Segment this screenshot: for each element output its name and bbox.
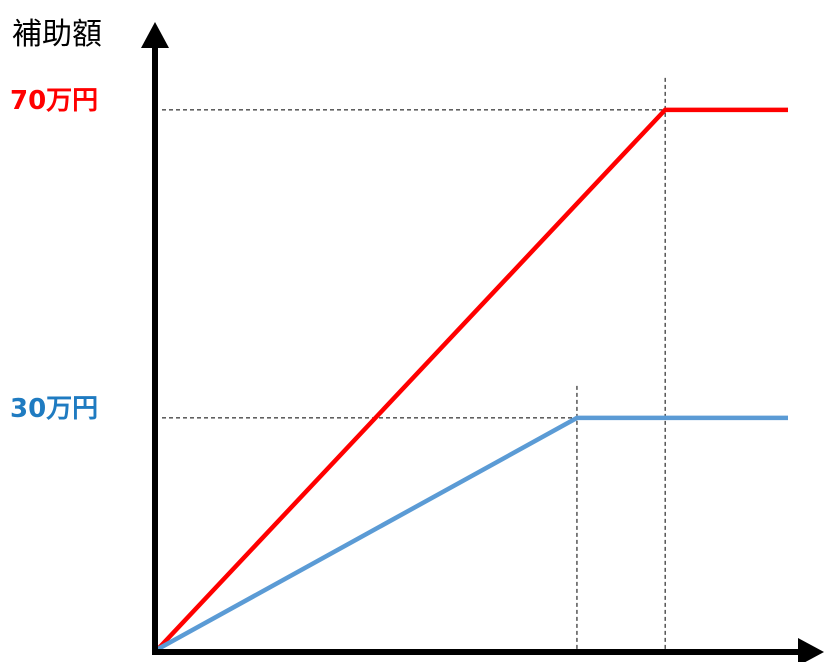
guide-lines (162, 77, 666, 649)
y-axis-title: 補助額 (12, 17, 102, 52)
series-lines (156, 107, 788, 651)
series-line-0 (156, 107, 788, 651)
y-tick-label-70: 70万円 (10, 86, 98, 116)
y-tick-labels: 30万円 70万円 (10, 86, 98, 424)
series-line-1 (156, 415, 788, 651)
x-axis-arrowhead (798, 638, 824, 662)
axes (141, 22, 824, 662)
y-axis-arrowhead (141, 22, 169, 48)
y-tick-label-30: 30万円 (10, 394, 98, 424)
